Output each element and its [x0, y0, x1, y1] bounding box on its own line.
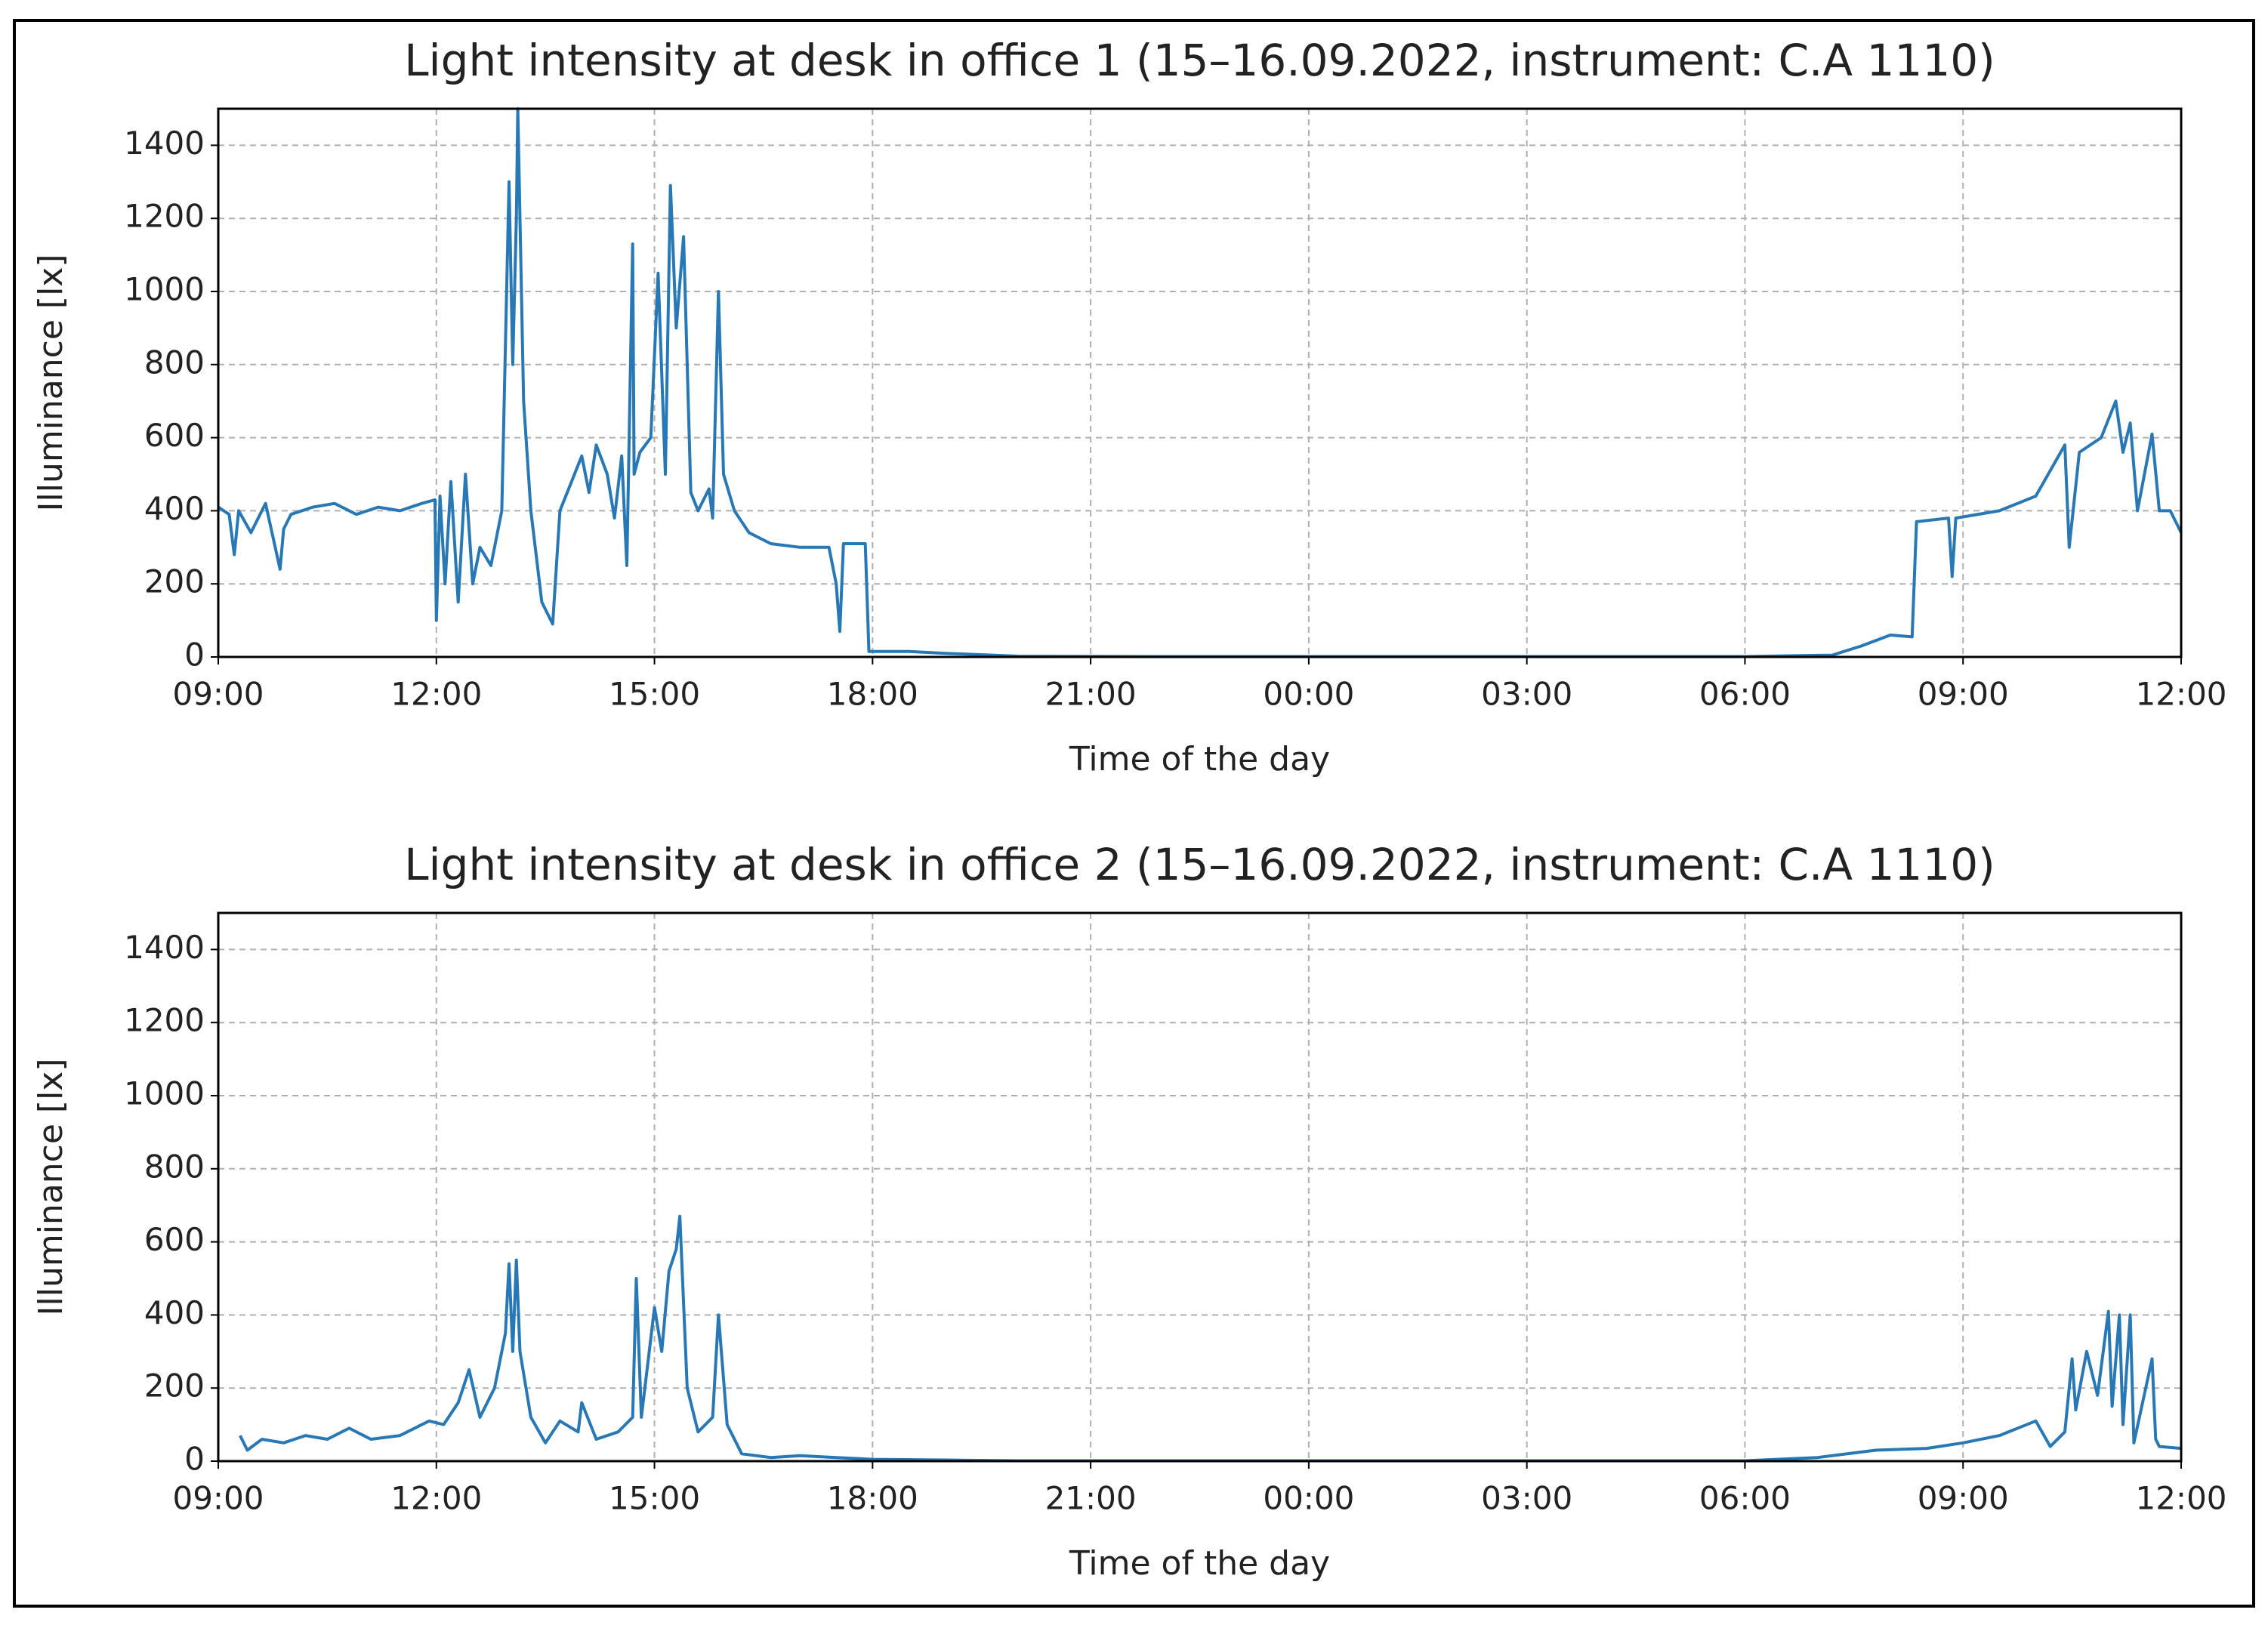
x-tick-label: 12:00 — [390, 1480, 482, 1517]
y-tick-label: 1000 — [124, 271, 205, 308]
x-tick-label: 18:00 — [827, 676, 918, 713]
plot-frame — [217, 107, 2183, 658]
chart-title: Light intensity at desk in office 2 (15–… — [404, 839, 1995, 890]
x-tick-label: 09:00 — [1918, 1480, 2009, 1517]
data-line — [239, 1214, 2182, 1463]
x-tick-label: 15:00 — [609, 676, 700, 713]
y-tick-label: 400 — [144, 490, 205, 527]
y-tick-label: 600 — [144, 1221, 205, 1258]
x-tick-label: 03:00 — [1481, 676, 1572, 713]
x-tick-label: 09:00 — [172, 1480, 264, 1517]
y-tick-label: 1000 — [124, 1075, 205, 1112]
y-tick-label: 800 — [144, 1148, 205, 1185]
y-tick-label: 1400 — [124, 929, 205, 966]
y-tick-label: 1400 — [124, 125, 205, 162]
x-axis-label: Time of the day — [1069, 1544, 1330, 1583]
x-tick-label: 21:00 — [1045, 676, 1137, 713]
x-tick-label: 00:00 — [1263, 1480, 1354, 1517]
y-tick-label: 800 — [144, 344, 205, 381]
y-tick-label: 200 — [144, 1368, 205, 1405]
x-tick-label: 09:00 — [172, 676, 264, 713]
x-tick-label: 21:00 — [1045, 1480, 1137, 1517]
x-tick-label: 03:00 — [1481, 1480, 1572, 1517]
y-tick-label: 600 — [144, 417, 205, 454]
x-tick-label: 06:00 — [1699, 676, 1791, 713]
x-tick-label: 00:00 — [1263, 676, 1354, 713]
x-tick-label: 15:00 — [609, 1480, 700, 1517]
plot-frame — [217, 911, 2183, 1463]
x-tick-label: 18:00 — [827, 1480, 918, 1517]
x-tick-label: 12:00 — [2135, 1480, 2226, 1517]
x-tick-label: 06:00 — [1699, 1480, 1791, 1517]
y-tick-label: 1200 — [124, 198, 205, 235]
data-line — [217, 107, 2183, 658]
x-tick-label: 12:00 — [2135, 676, 2226, 713]
y-tick-label: 1200 — [124, 1002, 205, 1039]
y-tick-label: 0 — [184, 637, 205, 674]
x-tick-label: 09:00 — [1918, 676, 2009, 713]
y-tick-label: 0 — [184, 1441, 205, 1478]
x-axis-label: Time of the day — [1069, 740, 1330, 779]
chart-title: Light intensity at desk in office 1 (15–… — [404, 35, 1995, 86]
x-tick-label: 12:00 — [390, 676, 482, 713]
y-tick-label: 400 — [144, 1294, 205, 1331]
y-axis-label: Illuminance [lx] — [32, 1059, 70, 1316]
y-axis-label: Illuminance [lx] — [32, 254, 70, 512]
y-tick-label: 200 — [144, 563, 205, 600]
frame — [13, 19, 2255, 1608]
